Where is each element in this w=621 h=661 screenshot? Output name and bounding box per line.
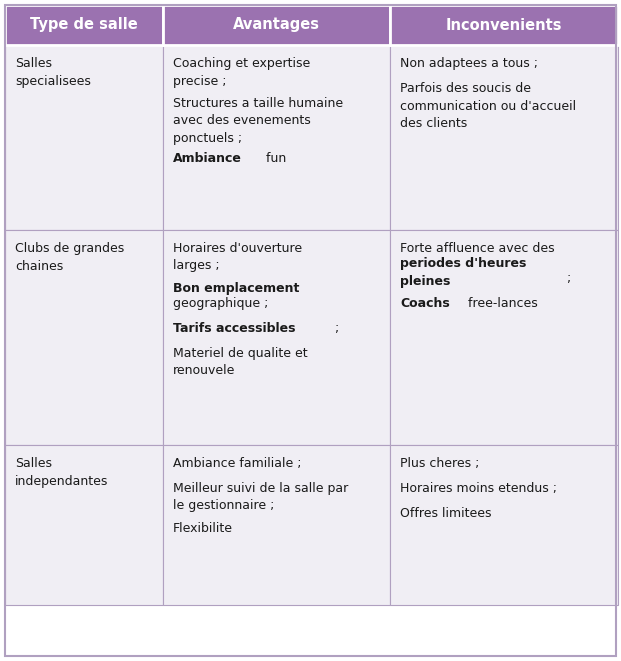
Text: Ambiance: Ambiance [173, 152, 242, 165]
Bar [390, 45, 618, 230]
Text: fun: fun [262, 152, 286, 165]
Text: Salles
independantes: Salles independantes [15, 457, 109, 488]
Text: Non adaptees a tous ;: Non adaptees a tous ; [400, 57, 538, 70]
Text: Inconvenients: Inconvenients [446, 17, 562, 32]
Bar [5, 445, 163, 605]
Text: Coaching et expertise
precise ;: Coaching et expertise precise ; [173, 57, 310, 87]
Bar [163, 5, 390, 45]
Text: Coachs: Coachs [400, 297, 450, 310]
Text: periodes d'heures
pleines: periodes d'heures pleines [400, 257, 527, 288]
Bar [390, 445, 618, 605]
Text: ;: ; [331, 322, 339, 335]
Text: Plus cheres ;: Plus cheres ; [400, 457, 479, 470]
Text: Bon emplacement: Bon emplacement [173, 282, 299, 295]
Text: Tarifs accessibles: Tarifs accessibles [173, 322, 296, 335]
Text: geographique ;: geographique ; [173, 297, 268, 310]
Text: Structures a taille humaine
avec des evenements
ponctuels ;: Structures a taille humaine avec des eve… [173, 97, 343, 145]
Text: Avantages: Avantages [233, 17, 320, 32]
Text: Horaires d'ouverture
larges ;: Horaires d'ouverture larges ; [173, 242, 302, 272]
Text: Meilleur suivi de la salle par
le gestionnaire ;: Meilleur suivi de la salle par le gestio… [173, 482, 348, 512]
Text: Clubs de grandes
chaines: Clubs de grandes chaines [15, 242, 124, 272]
Text: Type de salle: Type de salle [30, 17, 138, 32]
Text: Offres limitees: Offres limitees [400, 507, 491, 520]
Text: Ambiance familiale ;: Ambiance familiale ; [173, 457, 302, 470]
Bar [163, 445, 390, 605]
Text: Materiel de qualite et
renouvele: Materiel de qualite et renouvele [173, 347, 307, 377]
Text: Horaires moins etendus ;: Horaires moins etendus ; [400, 482, 557, 495]
Bar [163, 45, 390, 230]
Bar [390, 5, 618, 45]
Bar [163, 230, 390, 445]
Text: Salles
specialisees: Salles specialisees [15, 57, 91, 87]
Text: Flexibilite: Flexibilite [173, 522, 233, 535]
Text: ;: ; [563, 272, 571, 285]
Bar [5, 5, 163, 45]
Text: Forte affluence avec des: Forte affluence avec des [400, 242, 555, 255]
Text: free-lances: free-lances [464, 297, 538, 310]
Text: Parfois des soucis de
communication ou d'accueil
des clients: Parfois des soucis de communication ou d… [400, 82, 576, 130]
Bar [5, 45, 163, 230]
Bar [390, 230, 618, 445]
Bar [5, 230, 163, 445]
